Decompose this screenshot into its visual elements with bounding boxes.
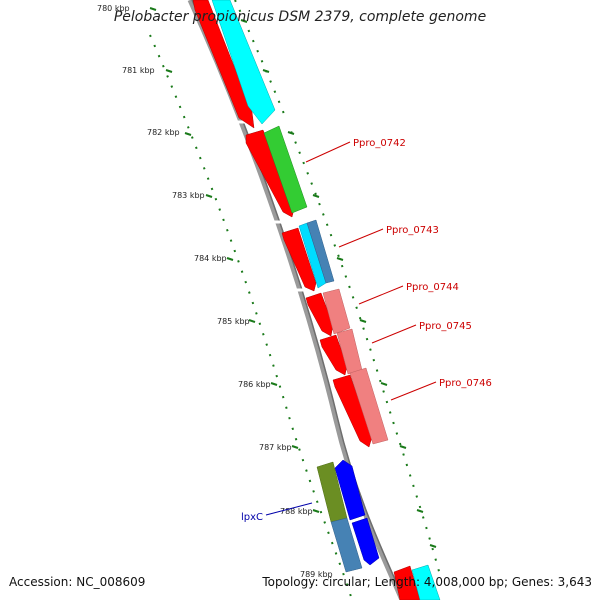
reverse-genes (211, 0, 441, 600)
tick-label-789: 789 kbp (300, 570, 333, 579)
gene-reverse-cyan-2 (411, 564, 441, 600)
gene-reverse-pink-3 (349, 367, 389, 445)
genome-summary-text: Topology: circular; Length: 4,008,000 bp… (262, 575, 592, 589)
gene-label-ppro-0744: Ppro_0744 (406, 282, 459, 293)
gene-reverse-blue-2 (351, 517, 380, 566)
tick-label-784: 784 kbp (194, 254, 227, 263)
map-title: Pelobacter propionicus DSM 2379, complet… (113, 9, 487, 25)
gene-forward-6 (332, 374, 373, 448)
tick-label-786: 786 kbp (238, 380, 271, 389)
gene-labels: Ppro_0742 Ppro_0743 Ppro_0744 Ppro_0745 … (241, 138, 492, 523)
gene-label-connectors (265, 141, 437, 516)
gene-reverse-green (263, 125, 308, 214)
gene-forward-2 (245, 129, 296, 218)
tick-labels: 780 kbp 781 kbp 782 kbp 783 kbp 784 kbp … (97, 4, 333, 579)
tick-label-788: 788 kbp (280, 507, 313, 516)
accession-text: Accession: NC_008609 (9, 575, 146, 589)
tick-label-787: 787 kbp (259, 443, 292, 452)
gene-label-ppro-0745: Ppro_0745 (419, 321, 472, 332)
forward-genes (192, 0, 421, 600)
gene-label-ppro-0746: Ppro_0746 (439, 378, 492, 389)
gene-reverse-cyan-1 (211, 0, 276, 125)
gene-label-ppro-0742: Ppro_0742 (353, 138, 406, 149)
gene-reverse-steel-1 (306, 219, 335, 284)
gene-forward-3 (281, 227, 317, 292)
tick-label-785: 785 kbp (217, 317, 250, 326)
gene-forward-1 (192, 0, 255, 129)
gene-reverse-steel-2 (330, 517, 363, 573)
gene-forward-5 (319, 334, 348, 376)
tick-label-783: 783 kbp (172, 191, 205, 200)
gene-reverse-pink-1 (322, 288, 351, 335)
gene-forward-7 (393, 565, 421, 600)
tick-track-left (149, 34, 353, 600)
gene-reverse-blue-1 (334, 459, 366, 521)
major-ticks (149, 7, 437, 548)
tick-label-781: 781 kbp (122, 66, 155, 75)
tick-label-782: 782 kbp (147, 128, 180, 137)
gene-forward-4 (305, 292, 334, 337)
gene-label-lpxc: lpxC (241, 512, 263, 523)
tick-label-780: 780 kbp (97, 4, 130, 13)
gene-label-ppro-0743: Ppro_0743 (386, 225, 439, 236)
